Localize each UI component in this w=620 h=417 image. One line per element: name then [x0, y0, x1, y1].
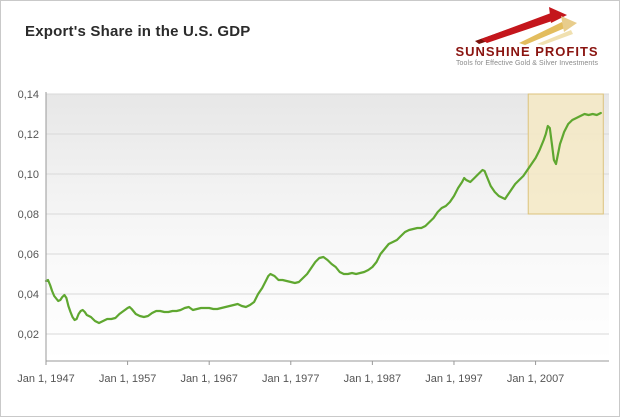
- logo-text: SUNSHINE PROFITS: [455, 44, 599, 59]
- sunshine-profits-logo: SUNSHINE PROFITS Tools for Effective Gol…: [449, 7, 605, 67]
- x-tick-label: Jan 1, 1987: [344, 373, 402, 385]
- y-tick-label: 0,04: [18, 289, 39, 301]
- y-tick-label: 0,14: [18, 89, 39, 101]
- x-tick-label: Jan 1, 1947: [17, 373, 75, 385]
- y-tick-label: 0,08: [18, 209, 39, 221]
- x-tick-label: Jan 1, 2007: [507, 373, 565, 385]
- x-tick-label: Jan 1, 1997: [425, 373, 483, 385]
- logo-arrows-icon: [475, 7, 577, 45]
- x-tick-label: Jan 1, 1977: [262, 373, 320, 385]
- y-tick-label: 0,12: [18, 129, 39, 141]
- highlight-region: [527, 93, 604, 215]
- y-tick-label: 0,10: [18, 169, 39, 181]
- logo-tagline: Tools for Effective Gold & Silver Invest…: [455, 60, 599, 68]
- y-tick-label: 0,02: [18, 329, 39, 341]
- x-tick-label: Jan 1, 1967: [180, 373, 238, 385]
- page-title: Export's Share in the U.S. GDP: [25, 23, 251, 40]
- y-tick-label: 0,06: [18, 249, 39, 261]
- gdp-line-series: [44, 111, 602, 325]
- x-tick-label: Jan 1, 1957: [99, 373, 157, 385]
